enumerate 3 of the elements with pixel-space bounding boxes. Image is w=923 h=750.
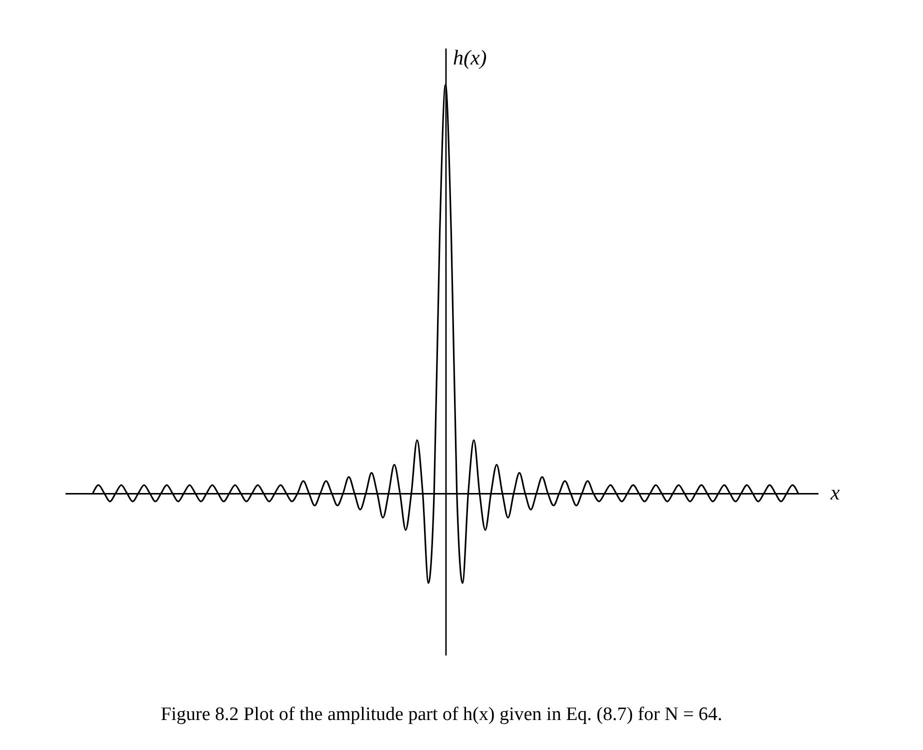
- x-axis-title: x: [830, 480, 840, 505]
- caption: Figure 8.2 Plot of the amplitude part of h(x) given in Eq. (8.7) for N = 64.: [160, 704, 722, 725]
- y-axis-title: h(x): [452, 46, 487, 70]
